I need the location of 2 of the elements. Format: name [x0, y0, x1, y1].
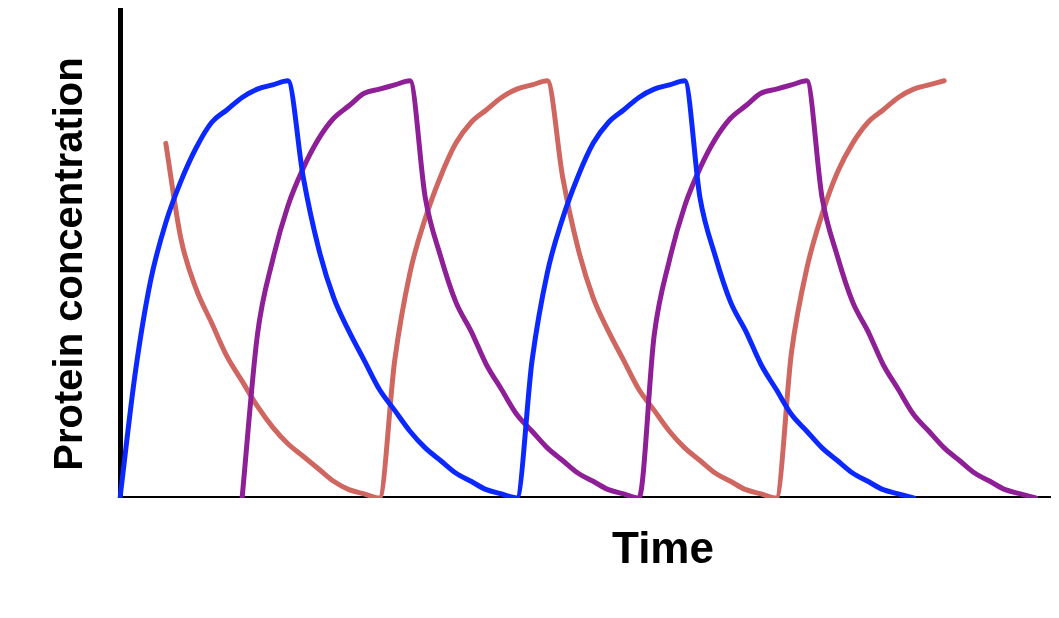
x-axis-title: Time [611, 523, 715, 573]
y-axis-title: Protein concentration [45, 56, 91, 473]
